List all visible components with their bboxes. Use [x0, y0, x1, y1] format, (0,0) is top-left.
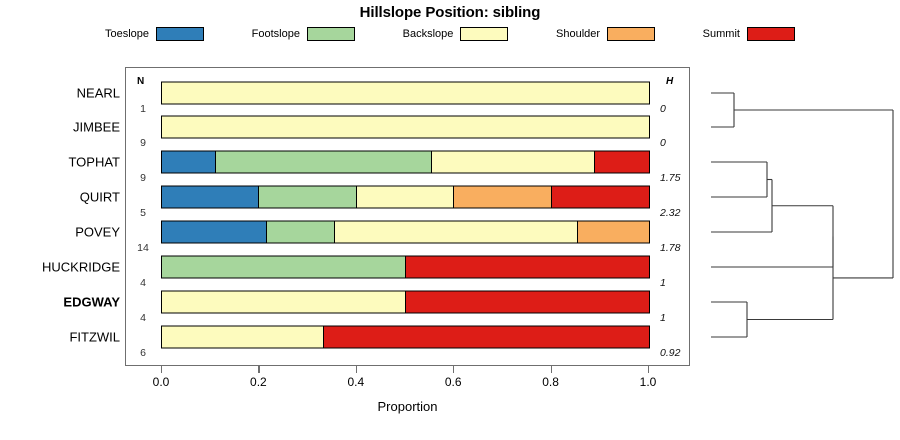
bar-segment-backslope — [333, 220, 580, 244]
dendrogram-svg — [711, 92, 894, 338]
x-tick — [648, 366, 650, 373]
bar-segment-summit — [404, 255, 650, 279]
n-value: 5 — [140, 206, 146, 219]
bar-segment-backslope — [355, 185, 455, 209]
bar-segment-shoulder — [453, 185, 553, 209]
n-value: 14 — [137, 241, 149, 254]
x-tick — [355, 366, 357, 373]
category-label-huckridge: HUCKRIDGE — [41, 259, 120, 275]
n-value: 4 — [140, 311, 146, 324]
bar-segment-toeslope — [161, 150, 217, 174]
x-tick-label: 0.4 — [347, 375, 365, 389]
bar-segment-summit — [404, 290, 650, 314]
bar-row — [161, 325, 650, 349]
bar-segment-footslope — [214, 150, 433, 174]
x-axis-title: Proportion — [377, 399, 438, 414]
category-label-fitzwil: FITZWIL — [69, 329, 120, 345]
category-label-quirt: QUIRT — [79, 189, 120, 205]
bar-row — [161, 81, 650, 105]
x-tick-label: 0.8 — [542, 375, 559, 389]
bar-segment-toeslope — [161, 185, 261, 209]
legend-swatch-summit — [746, 27, 795, 41]
n-value: 1 — [140, 102, 146, 115]
h-value: 1 — [660, 276, 666, 289]
x-tick-label: 0.6 — [444, 375, 462, 389]
dendrogram — [690, 67, 900, 366]
n-value: 6 — [140, 346, 146, 359]
h-value: 0.92 — [660, 346, 681, 359]
category-label-jimbee: JIMBEE — [73, 119, 120, 135]
x-tick-label: 0.0 — [152, 375, 170, 389]
bar-segment-toeslope — [161, 220, 268, 244]
x-axis: 0.0 0.2 0.4 0.6 0.8 1.0 — [125, 366, 690, 406]
x-tick — [453, 366, 455, 373]
x-tick — [258, 366, 260, 373]
stacked-bar-plot: N H 1 0 9 0 9 1.75 5 2.32 14 1.78 4 1 4 1 6 0.92 — [125, 67, 690, 366]
bar-segment-backslope — [161, 81, 650, 105]
legend-entry-toeslope: Toeslope — [105, 27, 205, 41]
h-column-header: H — [666, 76, 674, 87]
n-column-header: N — [137, 76, 145, 87]
bar-row — [161, 150, 650, 174]
legend-entry-backslope: Backslope — [403, 27, 509, 41]
bar-segment-backslope — [161, 115, 650, 139]
legend-entry-summit: Summit — [703, 27, 795, 41]
x-tick — [161, 366, 163, 373]
bar-row — [161, 290, 650, 314]
category-label-nearl: NEARL — [76, 85, 120, 101]
legend-label: Summit — [702, 27, 740, 40]
bar-segment-footslope — [265, 220, 336, 244]
bar-segment-shoulder — [577, 220, 650, 244]
legend-entry-shoulder: Shoulder — [556, 27, 656, 41]
n-value: 4 — [140, 276, 146, 289]
category-axis-labels: NEARL JIMBEE TOPHAT QUIRT POVEY HUCKRIDGE EDGW… — [0, 67, 120, 366]
h-value: 1 — [660, 311, 666, 324]
bar-segment-summit — [550, 185, 650, 209]
bar-segment-footslope — [161, 255, 407, 279]
n-value: 9 — [140, 136, 146, 149]
legend-label: Toeslope — [105, 27, 150, 40]
x-tick-label: 0.2 — [250, 375, 267, 389]
category-label-edgway: EDGWAY — [63, 294, 120, 310]
n-value: 9 — [140, 171, 146, 184]
h-value: 1.78 — [660, 241, 681, 254]
plot-panel-border — [125, 67, 690, 366]
category-label-tophat: TOPHAT — [68, 154, 120, 170]
bar-segment-backslope — [161, 325, 325, 349]
legend-swatch-backslope — [460, 27, 509, 41]
bar-segment-backslope — [431, 150, 597, 174]
legend-swatch-toeslope — [156, 27, 205, 41]
x-tick-label: 1.0 — [639, 375, 657, 389]
legend-entry-footslope: Footslope — [252, 27, 355, 41]
bar-row — [161, 115, 650, 139]
legend-label: Footslope — [251, 27, 300, 40]
h-value: 1.75 — [660, 171, 681, 184]
legend-swatch-footslope — [306, 27, 355, 41]
legend-label: Backslope — [402, 27, 454, 40]
bar-row — [161, 220, 650, 244]
x-tick — [550, 366, 552, 373]
h-value: 0 — [660, 136, 666, 149]
bar-row — [161, 255, 650, 279]
bar-segment-summit — [323, 325, 650, 349]
bar-segment-summit — [594, 150, 650, 174]
bar-row — [161, 185, 650, 209]
legend: Toeslope Footslope Backslope Shoulder Summit — [105, 24, 795, 44]
legend-label: Shoulder — [556, 27, 601, 40]
legend-swatch-shoulder — [607, 27, 656, 41]
page-title: Hillslope Position: sibling — [359, 4, 541, 21]
bar-segment-footslope — [258, 185, 358, 209]
category-label-povey: POVEY — [75, 224, 120, 240]
h-value: 0 — [660, 102, 666, 115]
bar-segment-backslope — [161, 290, 407, 314]
h-value: 2.32 — [660, 206, 681, 219]
